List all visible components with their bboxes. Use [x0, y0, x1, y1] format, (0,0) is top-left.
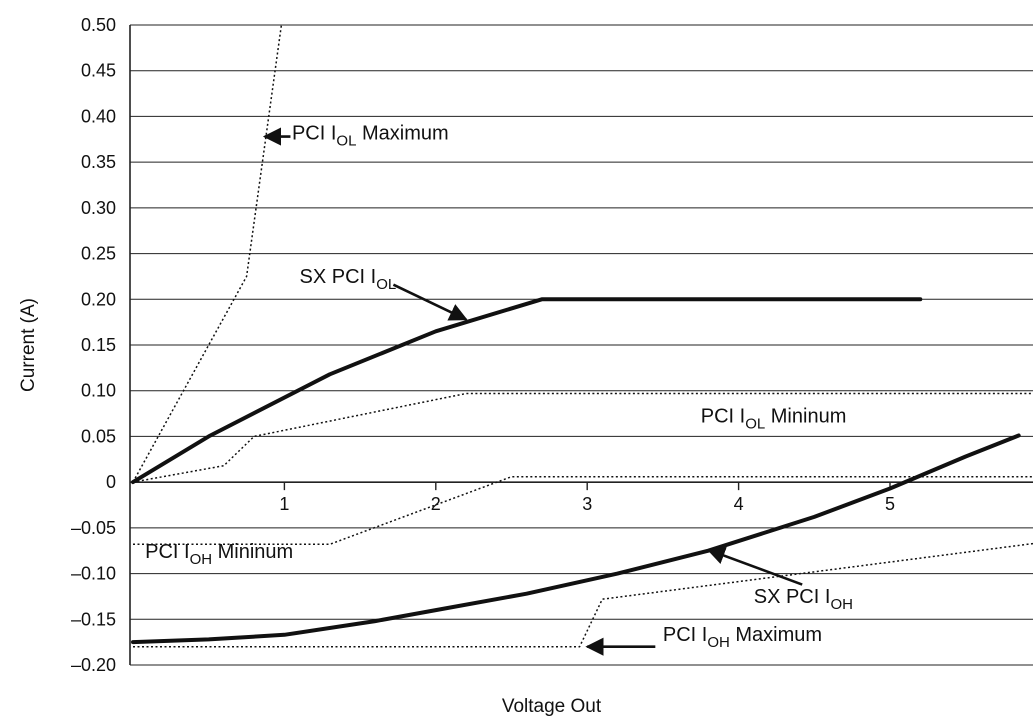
- y-tick-label: 0.15: [81, 335, 116, 355]
- annotation-pci-ioh-min-label: PCI IOH Mininum: [145, 541, 293, 568]
- annotation-sx-ioh-label: SX PCI IOH: [754, 586, 853, 613]
- annotation-pci-ioh-max-label-subscript: OH: [707, 634, 730, 651]
- y-tick-label: 0.25: [81, 244, 116, 264]
- x-axis-title: Voltage Out: [502, 696, 602, 717]
- annotation-pci-ioh-min-label-subscript: OH: [190, 551, 213, 568]
- y-tick-label: –0.15: [71, 609, 116, 629]
- annotation-pci-iol-max-label-subscript: OL: [336, 132, 356, 149]
- annotation-pci-iol-max-label-prefix: PCI I: [292, 122, 336, 144]
- y-tick-label: 0.30: [81, 198, 116, 218]
- y-tick-label: 0.05: [81, 426, 116, 446]
- y-tick-label: –0.20: [71, 655, 116, 675]
- annotation-sx-ioh-label-prefix: SX PCI I: [754, 586, 831, 608]
- annotation-pci-ioh-min-label-suffix: Mininum: [212, 541, 293, 563]
- y-axis-title: Current (A): [18, 298, 39, 392]
- x-tick-label: 5: [885, 494, 895, 514]
- annotation-pci-iol-min-label-subscript: OL: [745, 416, 765, 433]
- y-tick-label: 0.50: [81, 15, 116, 35]
- annotation-sx-ioh-label-subscript: OH: [830, 596, 853, 613]
- annotation-sx-ioh-label-arrow: [706, 546, 803, 586]
- y-tick-label: 0.40: [81, 106, 116, 126]
- series-line-pci-iol-max: [132, 24, 283, 483]
- gridlines: [130, 24, 1033, 666]
- annotation-sx-iol-label-prefix: SX PCI I: [300, 266, 377, 288]
- annotation-pci-ioh-max-label-suffix: Maximum: [730, 624, 822, 646]
- annotation-pci-ioh-min-label-prefix: PCI I: [145, 541, 189, 563]
- y-tick-label: –0.05: [71, 518, 116, 538]
- y-tick-label: 0.20: [81, 289, 116, 309]
- series-line-pci-ioh-min: [133, 475, 1033, 546]
- axes: [129, 25, 891, 665]
- y-tick-label: 0.35: [81, 152, 116, 172]
- series-line-sx-ioh: [131, 433, 1021, 645]
- y-tick-label: 0.10: [81, 381, 116, 401]
- annotation-pci-iol-min-label-prefix: PCI I: [701, 406, 745, 428]
- x-tick-label: 4: [734, 494, 744, 514]
- annotation-sx-iol-label: SX PCI IOL: [300, 266, 397, 293]
- y-tick-label: 0.45: [81, 61, 116, 81]
- annotation-pci-ioh-max-label-prefix: PCI I: [663, 624, 707, 646]
- series-lines: [131, 24, 1033, 648]
- x-tick-label: 2: [431, 494, 441, 514]
- annotation-pci-iol-min-label: PCI IOL Mininum: [701, 406, 847, 433]
- series-line-pci-ioh-max: [133, 542, 1033, 648]
- y-tick-label: 0: [106, 472, 116, 492]
- annotation-pci-iol-max-label: PCI IOL Maximum: [292, 122, 449, 149]
- series-line-sx-iol: [131, 297, 923, 485]
- tick-labels: 0.50 0.45 0.40 0.35 0.30 0.25 0.20 0.15 0.10 0.05…: [71, 15, 895, 675]
- x-tick-label: 3: [582, 494, 592, 514]
- annotation-pci-iol-max-label-suffix: Maximum: [356, 122, 448, 144]
- y-tick-label: –0.10: [71, 564, 116, 584]
- x-tick-label: 1: [279, 494, 289, 514]
- annotation-sx-iol-label-subscript: OL: [376, 276, 396, 293]
- annotation-pci-iol-min-label-suffix: Mininum: [765, 406, 846, 428]
- annotation-pci-ioh-max-label: PCI IOH Maximum: [663, 624, 822, 651]
- annotation-sx-iol-label-arrow: [392, 283, 468, 321]
